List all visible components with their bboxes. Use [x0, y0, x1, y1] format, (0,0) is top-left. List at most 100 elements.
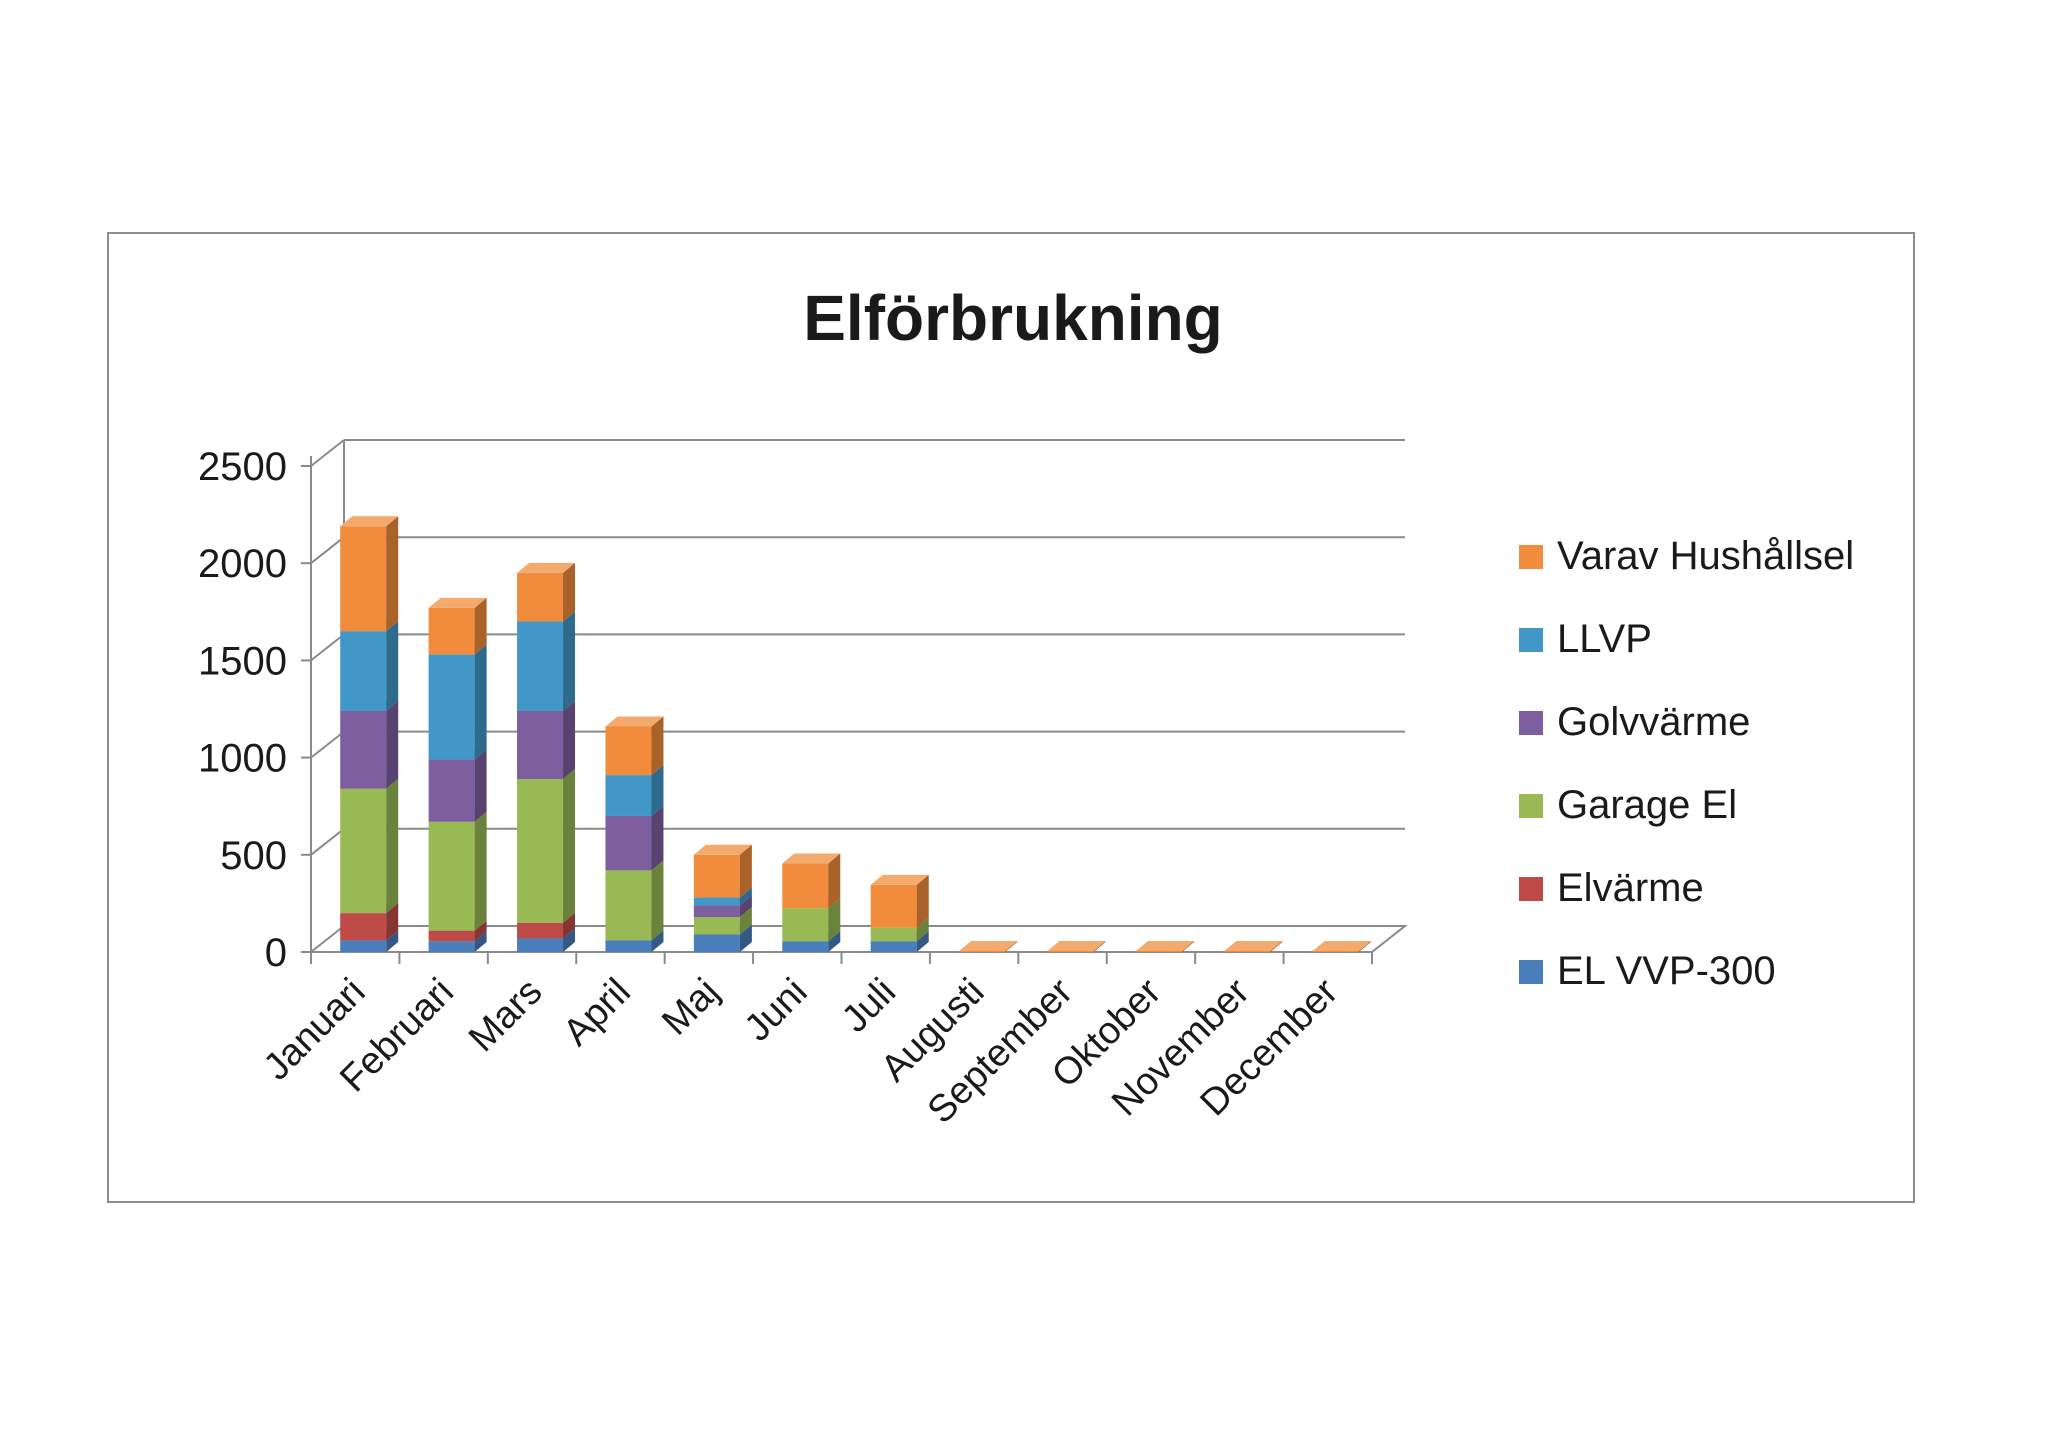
bar-side [1005, 941, 1018, 952]
y-axis-ticks: 0 500 1000 1500 2000 2500 [198, 445, 311, 975]
bar-side [1181, 941, 1194, 952]
legend-swatch [1519, 628, 1543, 652]
bar-side [474, 920, 487, 942]
legend-label: Garage El [1557, 783, 1737, 827]
bar-front [340, 631, 387, 711]
bar-front [782, 941, 829, 952]
bar-side [563, 768, 576, 923]
bar-front [1224, 951, 1271, 953]
bar-segment [340, 621, 399, 711]
bar-side [739, 844, 752, 898]
legend-item: Golvvärme [1519, 700, 1750, 744]
chart-title: Elförbrukning [803, 282, 1223, 354]
legend-item: Garage El [1519, 783, 1737, 827]
bar-side [474, 644, 487, 760]
bar-side [651, 716, 664, 776]
x-tick-label: Maj [654, 971, 727, 1044]
bar-front [870, 927, 917, 942]
bar-side [828, 853, 841, 909]
bar-side [386, 778, 399, 914]
bar-front [517, 621, 564, 711]
bar-side [386, 516, 399, 632]
bar-segment [1224, 941, 1283, 953]
bar-front [517, 922, 564, 939]
bar-side [651, 930, 664, 952]
bar-segment [605, 860, 664, 941]
legend-label: LLVP [1557, 617, 1652, 661]
bar-segment [870, 874, 929, 928]
bar-front [517, 710, 564, 779]
bar-top [1047, 941, 1106, 952]
bar-front [870, 884, 917, 928]
bar-segment [340, 778, 399, 914]
y-tick-label: 2000 [198, 542, 287, 586]
bar-front [340, 940, 387, 952]
bar-front [517, 572, 564, 622]
bar-top [1224, 941, 1283, 952]
bar-front [1135, 951, 1182, 953]
bar-segment [428, 749, 487, 822]
bar-front [340, 788, 387, 914]
bar-segment [1135, 941, 1194, 953]
bar-side [828, 898, 841, 942]
legend-swatch [1519, 545, 1543, 569]
bar-side [651, 860, 664, 941]
legend-item: LLVP [1519, 617, 1652, 661]
bar-front [340, 526, 387, 632]
gridline-side [310, 828, 345, 856]
bar-front [605, 726, 652, 776]
bar-segment [959, 941, 1018, 953]
bar-side [563, 562, 576, 622]
y-tick-label: 500 [220, 834, 287, 878]
legend-swatch [1519, 794, 1543, 818]
legend-label: Elvärme [1557, 866, 1704, 910]
bar-side [563, 700, 576, 779]
bar-top [1135, 941, 1194, 952]
bar-segment [340, 516, 399, 632]
legend-swatch [1519, 711, 1543, 735]
bar-top [517, 562, 576, 573]
chart-frame: Elförbrukning 0 500 1000 1500 2000 2500 Janua… [107, 232, 1915, 1203]
bar-front [782, 908, 829, 942]
bar-top [605, 716, 664, 727]
bar-side [651, 765, 664, 816]
bar-front [428, 821, 475, 931]
bar-side [563, 912, 576, 939]
legend: Varav Hushållsel LLVP Golvvärme Garage El El… [1519, 534, 1854, 993]
bar-side [474, 931, 487, 952]
bar-side [386, 903, 399, 941]
bars [340, 516, 1371, 953]
bar-front [693, 917, 740, 935]
legend-swatch [1519, 877, 1543, 901]
bar-segment [517, 700, 576, 779]
gridline-side [310, 439, 345, 467]
gridline-side [310, 633, 345, 662]
bar-side [1358, 941, 1371, 952]
x-tick-label: Juni [737, 971, 816, 1050]
bar-front [782, 863, 829, 909]
bar-side [386, 930, 399, 952]
y-tick-label: 0 [265, 931, 287, 975]
bar-front [428, 930, 475, 942]
bar-segment [517, 611, 576, 711]
bar-front [693, 897, 740, 906]
bar-top [693, 844, 752, 855]
legend-item: Varav Hushållsel [1519, 534, 1854, 578]
bar-side [739, 895, 752, 918]
legend-label: Varav Hushållsel [1557, 534, 1854, 578]
bar-top [959, 941, 1018, 952]
bar-front [428, 654, 475, 760]
bar-front [428, 941, 475, 952]
bar-side [474, 597, 487, 655]
bar-side [739, 907, 752, 935]
bar-front [959, 951, 1006, 953]
y-tick-label: 2500 [198, 445, 287, 489]
bar-front [1047, 951, 1094, 953]
legend-swatch [1519, 960, 1543, 984]
bar-side [828, 931, 841, 952]
bar-front [870, 941, 917, 952]
bar-side [916, 931, 929, 952]
bar-side [474, 811, 487, 931]
